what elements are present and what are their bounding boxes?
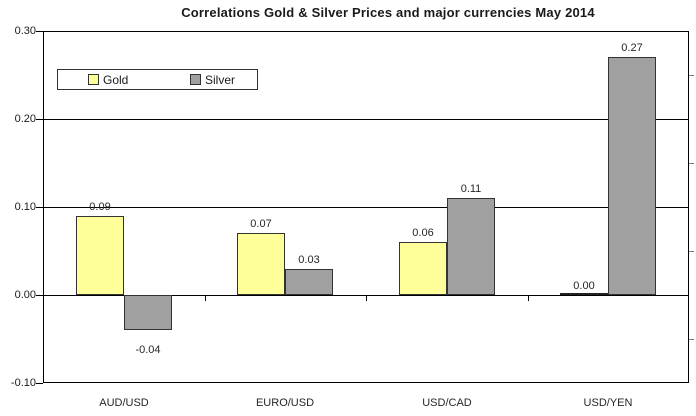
bar-silver-1 [285,269,333,295]
gridline-0.1 [43,207,689,208]
y-axis-tick-label: 0.00 [14,289,36,301]
y-axis-minor-tick-right [689,251,694,252]
y-axis-tick-label: -0.10 [10,377,36,389]
legend-label-gold: Gold [103,72,129,87]
y-axis-major-tick [36,119,43,120]
bar-gold-1 [237,233,285,295]
gold-swatch-icon [88,74,99,85]
y-axis-major-tick [36,207,43,208]
data-label-silver-1: 0.03 [298,254,320,266]
bar-silver-0 [124,295,172,330]
silver-swatch-icon [190,74,201,85]
data-label-gold-1: 0.07 [250,218,272,230]
y-axis-major-tick [36,383,43,384]
bar-gold-3 [560,293,608,295]
data-label-gold-0: 0.09 [89,201,111,213]
y-axis-minor-tick-right [689,163,694,164]
y-axis-tick-label: 0.30 [14,25,36,37]
category-label-0: AUD/USD [99,397,149,409]
legend: Gold Silver [57,69,258,90]
y-axis-tick-label: 0.10 [14,201,36,213]
data-label-silver-2: 0.11 [460,183,482,195]
category-label-2: USD/CAD [422,397,472,409]
bar-silver-3 [608,57,656,295]
gridline-0.2 [43,119,689,120]
legend-label-silver: Silver [205,72,236,87]
x-axis-category-tick [366,295,367,301]
data-label-silver-0: -0.04 [135,344,161,356]
legend-item-silver: Silver [190,70,235,89]
y-axis-tick-label: 0.20 [14,113,36,125]
chart-title: Correlations Gold & Silver Prices and ma… [181,5,595,20]
data-label-gold-3: 0.00 [573,280,595,292]
y-axis-major-tick [36,31,43,32]
x-axis-category-tick [528,295,529,301]
y-axis-minor-tick-right [689,75,694,76]
bar-silver-2 [447,198,495,295]
category-label-1: EURO/USD [255,397,315,409]
bar-gold-0 [76,216,124,295]
y-axis-minor-tick-right [689,339,694,340]
category-label-3: USD/YEN [583,397,633,409]
data-label-silver-3: 0.27 [621,42,643,54]
x-axis-category-tick [205,295,206,301]
legend-item-gold: Gold [88,70,128,89]
data-label-gold-2: 0.06 [412,227,434,239]
y-axis-major-tick [36,295,43,296]
bar-gold-2 [399,242,447,295]
